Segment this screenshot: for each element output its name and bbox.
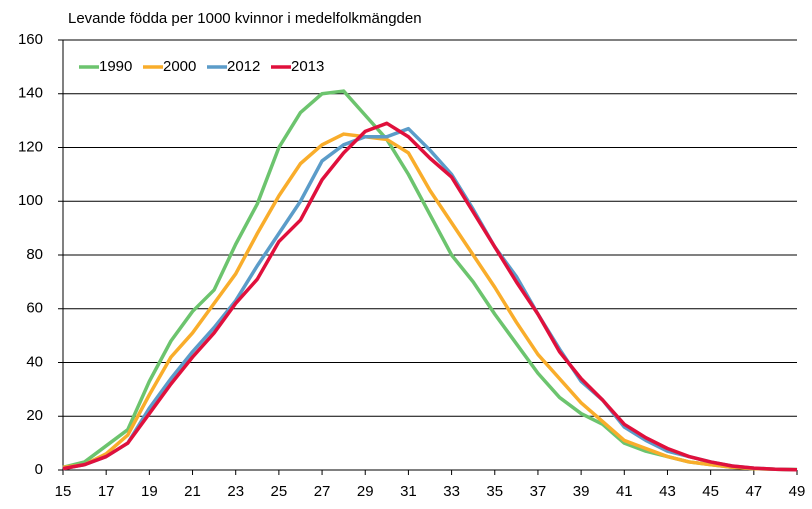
legend-label: 2012: [227, 58, 260, 75]
x-tick-label: 35: [486, 483, 503, 500]
x-tick-label: 21: [184, 483, 201, 500]
series-line: [62, 126, 798, 472]
x-tick-label: 15: [55, 483, 72, 500]
x-tick-label: 25: [271, 483, 288, 500]
x-tick-label: 33: [443, 483, 460, 500]
x-tick-label: 19: [141, 483, 158, 500]
x-tick-label: 31: [400, 483, 417, 500]
y-tick-label: 100: [18, 192, 43, 209]
legend-label: 2013: [291, 58, 324, 75]
x-tick-label: 41: [616, 483, 633, 500]
y-tick-label: 140: [18, 85, 43, 102]
x-tick-label: 45: [702, 483, 719, 500]
x-tick-label: 37: [530, 483, 547, 500]
chart-subtitle: Levande födda per 1000 kvinnor i medelfo…: [68, 10, 422, 27]
series-line: [62, 132, 798, 472]
x-tick-label: 27: [314, 483, 331, 500]
y-tick-label: 0: [35, 461, 43, 478]
y-tick-label: 60: [26, 300, 43, 317]
x-tick-label: 23: [227, 483, 244, 500]
x-tick-label: 39: [573, 483, 590, 500]
series-line: [62, 121, 798, 472]
legend-label: 1990: [99, 58, 132, 75]
y-tick-label: 160: [18, 31, 43, 48]
x-tick-label: 47: [745, 483, 762, 500]
x-tick-label: 49: [789, 483, 806, 500]
y-tick-label: 80: [26, 246, 43, 263]
legend-label: 2000: [163, 58, 196, 75]
y-tick-label: 40: [26, 353, 43, 370]
x-tick-label: 43: [659, 483, 676, 500]
x-tick-label: 29: [357, 483, 374, 500]
y-tick-label: 120: [18, 138, 43, 155]
x-tick-label: 17: [98, 483, 115, 500]
y-tick-label: 20: [26, 407, 43, 424]
